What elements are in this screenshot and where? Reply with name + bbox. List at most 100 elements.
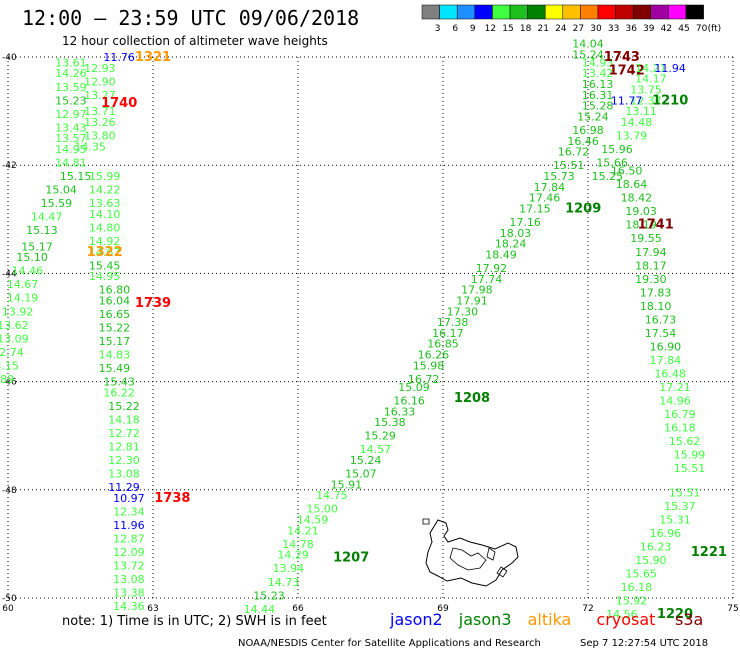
wave-height-value: 16.17 xyxy=(432,327,464,340)
wave-height-value: 17.38 xyxy=(437,316,469,329)
wave-height-value: 15.24 xyxy=(572,48,604,61)
wave-height-value: 15.96 xyxy=(601,143,633,156)
wave-height-value: 13.62 xyxy=(0,319,29,332)
colorbar-swatch xyxy=(632,4,652,20)
wave-height-value: 15.24 xyxy=(350,454,382,467)
wave-height-value: 16.79 xyxy=(664,408,696,421)
wave-height-value: 15.28 xyxy=(582,100,614,113)
y-tick-label: -42 xyxy=(2,161,17,171)
wave-height-value: 13.94 xyxy=(273,562,305,575)
wave-height-value: 18.24 xyxy=(495,238,527,251)
wave-height-value: 16.72 xyxy=(408,373,440,386)
wave-height-value: 15.49 xyxy=(99,362,131,375)
wave-height-value: 15.15 xyxy=(60,170,92,183)
wave-height-value: 18.17 xyxy=(635,259,667,272)
wave-height-value: 10.97 xyxy=(113,492,145,505)
wave-height-value: 14.44 xyxy=(244,603,276,616)
colorbar-tick-label: 9 xyxy=(470,24,476,34)
colorbar-swatch xyxy=(650,4,669,20)
wave-height-value: 18.03 xyxy=(500,227,532,240)
colorbar-swatch xyxy=(439,4,458,20)
wave-height-value: 15.23 xyxy=(55,94,87,107)
pass-time-label: 1738 xyxy=(154,491,190,506)
wave-height-value: 11.94 xyxy=(654,62,686,75)
wave-height-value: 13.15 xyxy=(0,359,19,372)
wave-height-value: 17.84 xyxy=(534,181,566,194)
wave-height-value: 15.90 xyxy=(635,554,667,567)
wave-height-value: 15.62 xyxy=(669,435,701,448)
wave-height-value: 13.89 xyxy=(0,373,14,386)
wave-height-value: 15.22 xyxy=(99,322,131,335)
wave-height-value: 15.73 xyxy=(543,170,575,183)
colorbar-tick-label: 27 xyxy=(573,24,584,34)
wave-height-value: 14.95 xyxy=(55,143,87,156)
wave-height-value: 15.51 xyxy=(553,159,585,172)
wave-height-value: 15.09 xyxy=(398,381,430,394)
wave-height-value: 18.42 xyxy=(621,192,653,205)
legend-item: cryosat xyxy=(596,610,655,629)
colorbar-tick-label: 6 xyxy=(452,24,458,34)
wave-height-value: 16.48 xyxy=(654,367,686,380)
colorbar-tick-label: 12 xyxy=(485,24,496,34)
axis-ticks: 60 63 66 69 72 75 -40 -42 -44 -46 -48 -50 xyxy=(2,53,739,614)
wave-height-value: 16.85 xyxy=(427,338,459,351)
wave-height-value: 14.48 xyxy=(621,116,653,129)
colorbar-tick-label: 21 xyxy=(537,24,548,34)
wave-height-value: 12.81 xyxy=(108,441,140,454)
wave-height-value: 12.97 xyxy=(55,108,87,121)
wave-height-value: 17.15 xyxy=(519,202,551,215)
wave-height-value: 14.29 xyxy=(277,549,309,562)
colorbar-swatch xyxy=(615,4,634,20)
pass-time-label: 1209 xyxy=(565,201,601,216)
satellite-legend: jason2 jason3 altika cryosat s3a xyxy=(389,610,703,629)
wave-height-value: 16.98 xyxy=(572,124,604,137)
wave-height-value: 15.51 xyxy=(674,462,706,475)
wave-height-value: 14.67 xyxy=(89,246,121,259)
pass-time-label: 1743 xyxy=(604,50,640,65)
wave-height-value: 14.21 xyxy=(635,62,667,75)
wave-height-value: 15.31 xyxy=(659,514,691,527)
wave-height-value: 19.55 xyxy=(630,232,662,245)
wave-height-value: 13.72 xyxy=(113,560,145,573)
wave-height-value: 14.73 xyxy=(268,576,300,589)
colorbar-swatch xyxy=(509,4,528,20)
wave-height-value: 15.59 xyxy=(41,197,73,210)
legend-item: jason3 xyxy=(458,610,512,629)
wave-height-value: 16.23 xyxy=(640,541,672,554)
wave-height-value: 13.80 xyxy=(84,129,116,142)
colorbar-tick-label: 36 xyxy=(625,24,637,34)
x-tick-label: 66 xyxy=(292,604,304,614)
wave-height-value: 15.38 xyxy=(374,416,406,429)
colorbar-swatch xyxy=(668,4,687,20)
wave-height-value: 15.10 xyxy=(16,251,48,264)
wave-height-value: 14.93 xyxy=(582,56,614,69)
y-tick-label: -48 xyxy=(2,486,17,496)
wave-height-value: 17.30 xyxy=(447,305,479,318)
colorbar-swatch xyxy=(456,4,476,20)
wave-height-value: 17.91 xyxy=(456,294,488,307)
colorbar-tick-label: 3 xyxy=(435,24,441,34)
colorbar-tick-label: 24 xyxy=(555,24,567,34)
wave-height-value: 14.22 xyxy=(89,184,121,197)
wave-height-value: 14.57 xyxy=(360,443,392,456)
wave-height-value: 11.29 xyxy=(108,481,140,494)
wave-height-value: 13.26 xyxy=(84,116,116,129)
wave-height-value: 16.04 xyxy=(99,294,131,307)
wave-height-value: 18.19 xyxy=(625,219,657,232)
wave-height-value: 12.74 xyxy=(0,346,24,359)
legend-item: s3a xyxy=(675,610,703,629)
footer-timestamp: Sep 7 12:27:54 UTC 2018 xyxy=(580,638,708,649)
wave-height-value: 13.59 xyxy=(55,81,87,94)
wave-height-value: 16.22 xyxy=(103,386,135,399)
wave-height-value: 12.93 xyxy=(84,62,116,75)
colorbar-swatch xyxy=(562,4,581,20)
colorbar-tick-label: 39 xyxy=(643,24,655,34)
pass-time-label: 1207 xyxy=(333,550,369,565)
wave-height-value: 14.67 xyxy=(7,278,39,291)
colorbar-tick-label: 30 xyxy=(590,24,602,34)
legend-item: altika xyxy=(528,610,572,629)
wave-height-value: 15.99 xyxy=(89,170,121,183)
wave-height-value: 14.46 xyxy=(12,265,44,278)
colorbar-swatch xyxy=(421,4,440,20)
x-tick-label: 72 xyxy=(582,604,593,614)
